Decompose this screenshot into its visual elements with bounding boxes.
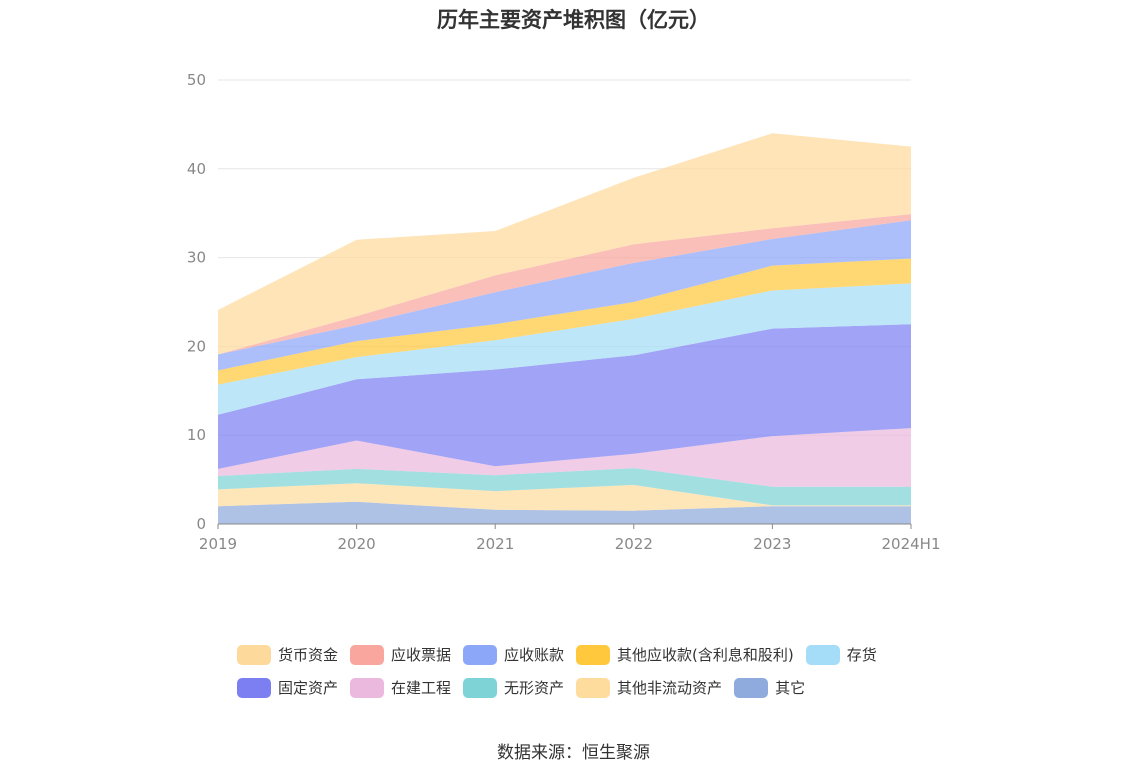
- legend-label: 存货: [846, 646, 877, 664]
- legend-item[interactable]: 无形资产: [463, 677, 564, 698]
- legend-item[interactable]: 其它: [734, 677, 805, 698]
- legend-swatch: [734, 677, 769, 698]
- area-series: [218, 214, 911, 355]
- legend-swatch: [350, 644, 385, 665]
- area-series: [218, 133, 911, 355]
- y-tick-label: 0: [196, 515, 206, 533]
- area-series: [218, 258, 911, 385]
- chart-legend: 货币资金 应收票据 应收账款 其他应收款(含利息和股利) 存货固定资产 在建工程 无形资产 其…: [237, 638, 937, 704]
- legend-row: 固定资产 在建工程 无形资产 其他非流动资产 其它: [237, 671, 937, 704]
- legend-swatch: [237, 677, 271, 698]
- legend-swatch: [463, 677, 498, 698]
- legend-label: 货币资金: [278, 646, 339, 664]
- legend-swatch: [576, 677, 611, 698]
- legend-item[interactable]: 货币资金: [237, 644, 338, 665]
- x-tick-label: 2020: [338, 535, 376, 553]
- legend-item[interactable]: 在建工程: [350, 677, 451, 698]
- legend-swatch: [805, 644, 840, 665]
- legend-item[interactable]: 其他非流动资产: [576, 677, 722, 698]
- y-tick-label: 30: [187, 249, 206, 267]
- legend-label: 应收账款: [504, 646, 565, 664]
- x-tick-label: 2022: [615, 535, 653, 553]
- area-series: [218, 483, 911, 511]
- x-tick-label: 2019: [199, 535, 237, 553]
- legend-swatch: [350, 677, 385, 698]
- area-series: [218, 324, 911, 469]
- legend-item[interactable]: 应收票据: [350, 644, 451, 665]
- area-series: [218, 220, 911, 371]
- x-tick-label: 2021: [476, 535, 514, 553]
- legend-item[interactable]: 存货: [805, 644, 877, 665]
- legend-label: 其他非流动资产: [617, 679, 723, 697]
- area-series: [218, 501, 911, 524]
- data-source-note: 数据来源：恒生聚源: [497, 743, 650, 763]
- y-tick-label: 40: [187, 160, 206, 178]
- chart-title: 历年主要资产堆积图（亿元）: [437, 8, 710, 32]
- legend-item[interactable]: 应收账款: [463, 644, 564, 665]
- y-tick-label: 20: [187, 337, 206, 355]
- legend-swatch: [576, 644, 611, 665]
- area-series: [218, 428, 911, 487]
- legend-row: 货币资金 应收票据 应收账款 其他应收款(含利息和股利) 存货: [237, 638, 937, 671]
- legend-swatch: [237, 644, 271, 665]
- stacked-area-chart: 0 10 20 30 40 50 2019 2020 2021 2022 2023 2024H1: [187, 71, 941, 553]
- legend-label: 无形资产: [504, 679, 565, 697]
- legend-label: 应收票据: [391, 646, 452, 664]
- y-tick-label: 50: [187, 71, 206, 89]
- legend-label: 其他应收款(含利息和股利): [617, 646, 794, 664]
- legend-label: 在建工程: [391, 679, 452, 697]
- legend-item[interactable]: 固定资产: [237, 677, 338, 698]
- legend-item[interactable]: 其他应收款(含利息和股利): [576, 644, 794, 665]
- legend-label: 其它: [775, 679, 806, 697]
- legend-swatch: [463, 644, 498, 665]
- area-series: [218, 468, 911, 506]
- legend-label: 固定资产: [278, 679, 339, 697]
- x-tick-label: 2023: [753, 535, 791, 553]
- area-series: [218, 283, 911, 415]
- y-tick-label: 10: [187, 426, 206, 444]
- x-tick-label: 2024H1: [882, 535, 941, 553]
